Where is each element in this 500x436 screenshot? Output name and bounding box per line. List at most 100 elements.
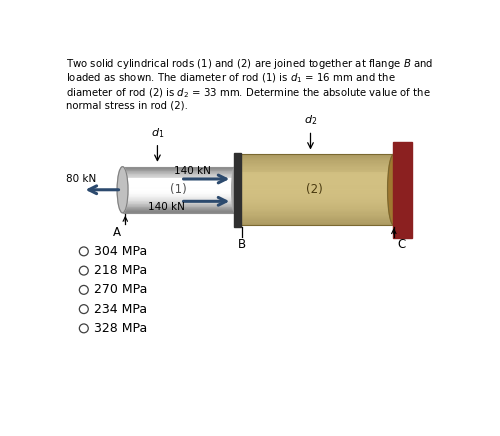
Polygon shape <box>235 165 394 166</box>
Polygon shape <box>122 189 235 190</box>
Polygon shape <box>235 203 394 204</box>
Polygon shape <box>235 223 394 224</box>
Polygon shape <box>122 206 235 207</box>
Polygon shape <box>235 191 394 192</box>
Text: 140 kN: 140 kN <box>148 202 184 212</box>
Text: diameter of rod (2) is $d_2$ = 33 mm. Determine the absolute value of the: diameter of rod (2) is $d_2$ = 33 mm. De… <box>66 86 430 100</box>
Polygon shape <box>235 192 394 193</box>
Polygon shape <box>122 204 235 205</box>
Text: A: A <box>114 226 122 239</box>
Polygon shape <box>122 178 235 179</box>
Polygon shape <box>235 198 394 199</box>
Polygon shape <box>235 201 394 203</box>
Text: $d_2$: $d_2$ <box>304 114 317 127</box>
Polygon shape <box>122 199 235 200</box>
Text: C: C <box>397 238 405 251</box>
Text: B: B <box>238 238 246 251</box>
Polygon shape <box>235 224 394 225</box>
Polygon shape <box>235 217 394 218</box>
Polygon shape <box>122 185 235 186</box>
Polygon shape <box>235 194 394 196</box>
Polygon shape <box>122 196 235 197</box>
Polygon shape <box>122 171 235 172</box>
Polygon shape <box>235 221 394 223</box>
Polygon shape <box>122 179 235 180</box>
Polygon shape <box>122 191 235 192</box>
Polygon shape <box>122 177 235 178</box>
Polygon shape <box>122 186 235 187</box>
Text: Two solid cylindrical rods (1) and (2) are joined together at flange $B$ and: Two solid cylindrical rods (1) and (2) a… <box>66 57 433 71</box>
Polygon shape <box>235 160 394 161</box>
Polygon shape <box>235 211 394 212</box>
Polygon shape <box>122 183 235 184</box>
Polygon shape <box>122 181 235 182</box>
Polygon shape <box>235 186 394 187</box>
Polygon shape <box>122 170 235 171</box>
Polygon shape <box>235 164 394 165</box>
Polygon shape <box>235 158 394 159</box>
Polygon shape <box>235 168 394 170</box>
Polygon shape <box>235 156 394 157</box>
Polygon shape <box>235 154 394 156</box>
Polygon shape <box>122 173 235 174</box>
Text: loaded as shown. The diameter of rod (1) is $d_1$ = 16 mm and the: loaded as shown. The diameter of rod (1)… <box>66 72 396 85</box>
Polygon shape <box>122 194 235 195</box>
Polygon shape <box>235 167 394 168</box>
Polygon shape <box>235 166 394 167</box>
Polygon shape <box>122 208 235 209</box>
Ellipse shape <box>117 167 128 213</box>
Polygon shape <box>235 187 394 189</box>
Polygon shape <box>392 142 412 238</box>
Polygon shape <box>122 184 235 185</box>
Polygon shape <box>122 187 235 188</box>
Polygon shape <box>122 198 235 199</box>
Polygon shape <box>235 216 394 217</box>
Polygon shape <box>122 202 235 203</box>
Polygon shape <box>235 208 394 209</box>
Polygon shape <box>122 192 235 193</box>
Polygon shape <box>122 175 235 176</box>
Polygon shape <box>235 161 394 163</box>
Polygon shape <box>235 189 394 190</box>
Polygon shape <box>235 197 394 198</box>
Polygon shape <box>235 179 394 181</box>
Polygon shape <box>122 201 235 202</box>
Polygon shape <box>235 178 394 179</box>
Polygon shape <box>122 167 235 168</box>
Text: (2): (2) <box>306 183 323 196</box>
Polygon shape <box>235 157 394 158</box>
Polygon shape <box>122 172 235 173</box>
Polygon shape <box>235 218 394 219</box>
Polygon shape <box>235 209 394 210</box>
Polygon shape <box>122 169 235 170</box>
Text: 328 MPa: 328 MPa <box>94 322 147 335</box>
Polygon shape <box>235 204 394 205</box>
Polygon shape <box>122 188 235 189</box>
Polygon shape <box>122 212 235 213</box>
Polygon shape <box>235 184 394 185</box>
Polygon shape <box>235 215 394 216</box>
Text: $d_1$: $d_1$ <box>151 126 164 140</box>
Polygon shape <box>122 190 235 191</box>
Polygon shape <box>235 206 394 208</box>
Polygon shape <box>122 195 235 196</box>
Polygon shape <box>235 199 394 201</box>
Polygon shape <box>122 210 235 211</box>
Polygon shape <box>122 180 235 181</box>
Polygon shape <box>235 185 394 186</box>
Polygon shape <box>235 171 394 172</box>
Polygon shape <box>122 211 235 212</box>
Polygon shape <box>235 190 394 191</box>
Polygon shape <box>122 200 235 201</box>
Polygon shape <box>235 176 394 177</box>
Polygon shape <box>235 183 394 184</box>
Polygon shape <box>235 196 394 197</box>
Polygon shape <box>235 181 394 183</box>
Polygon shape <box>122 207 235 208</box>
Polygon shape <box>235 177 394 178</box>
Polygon shape <box>235 212 394 213</box>
Polygon shape <box>235 172 394 173</box>
Text: 80 kN: 80 kN <box>66 174 96 184</box>
Polygon shape <box>235 205 394 206</box>
Polygon shape <box>122 205 235 206</box>
